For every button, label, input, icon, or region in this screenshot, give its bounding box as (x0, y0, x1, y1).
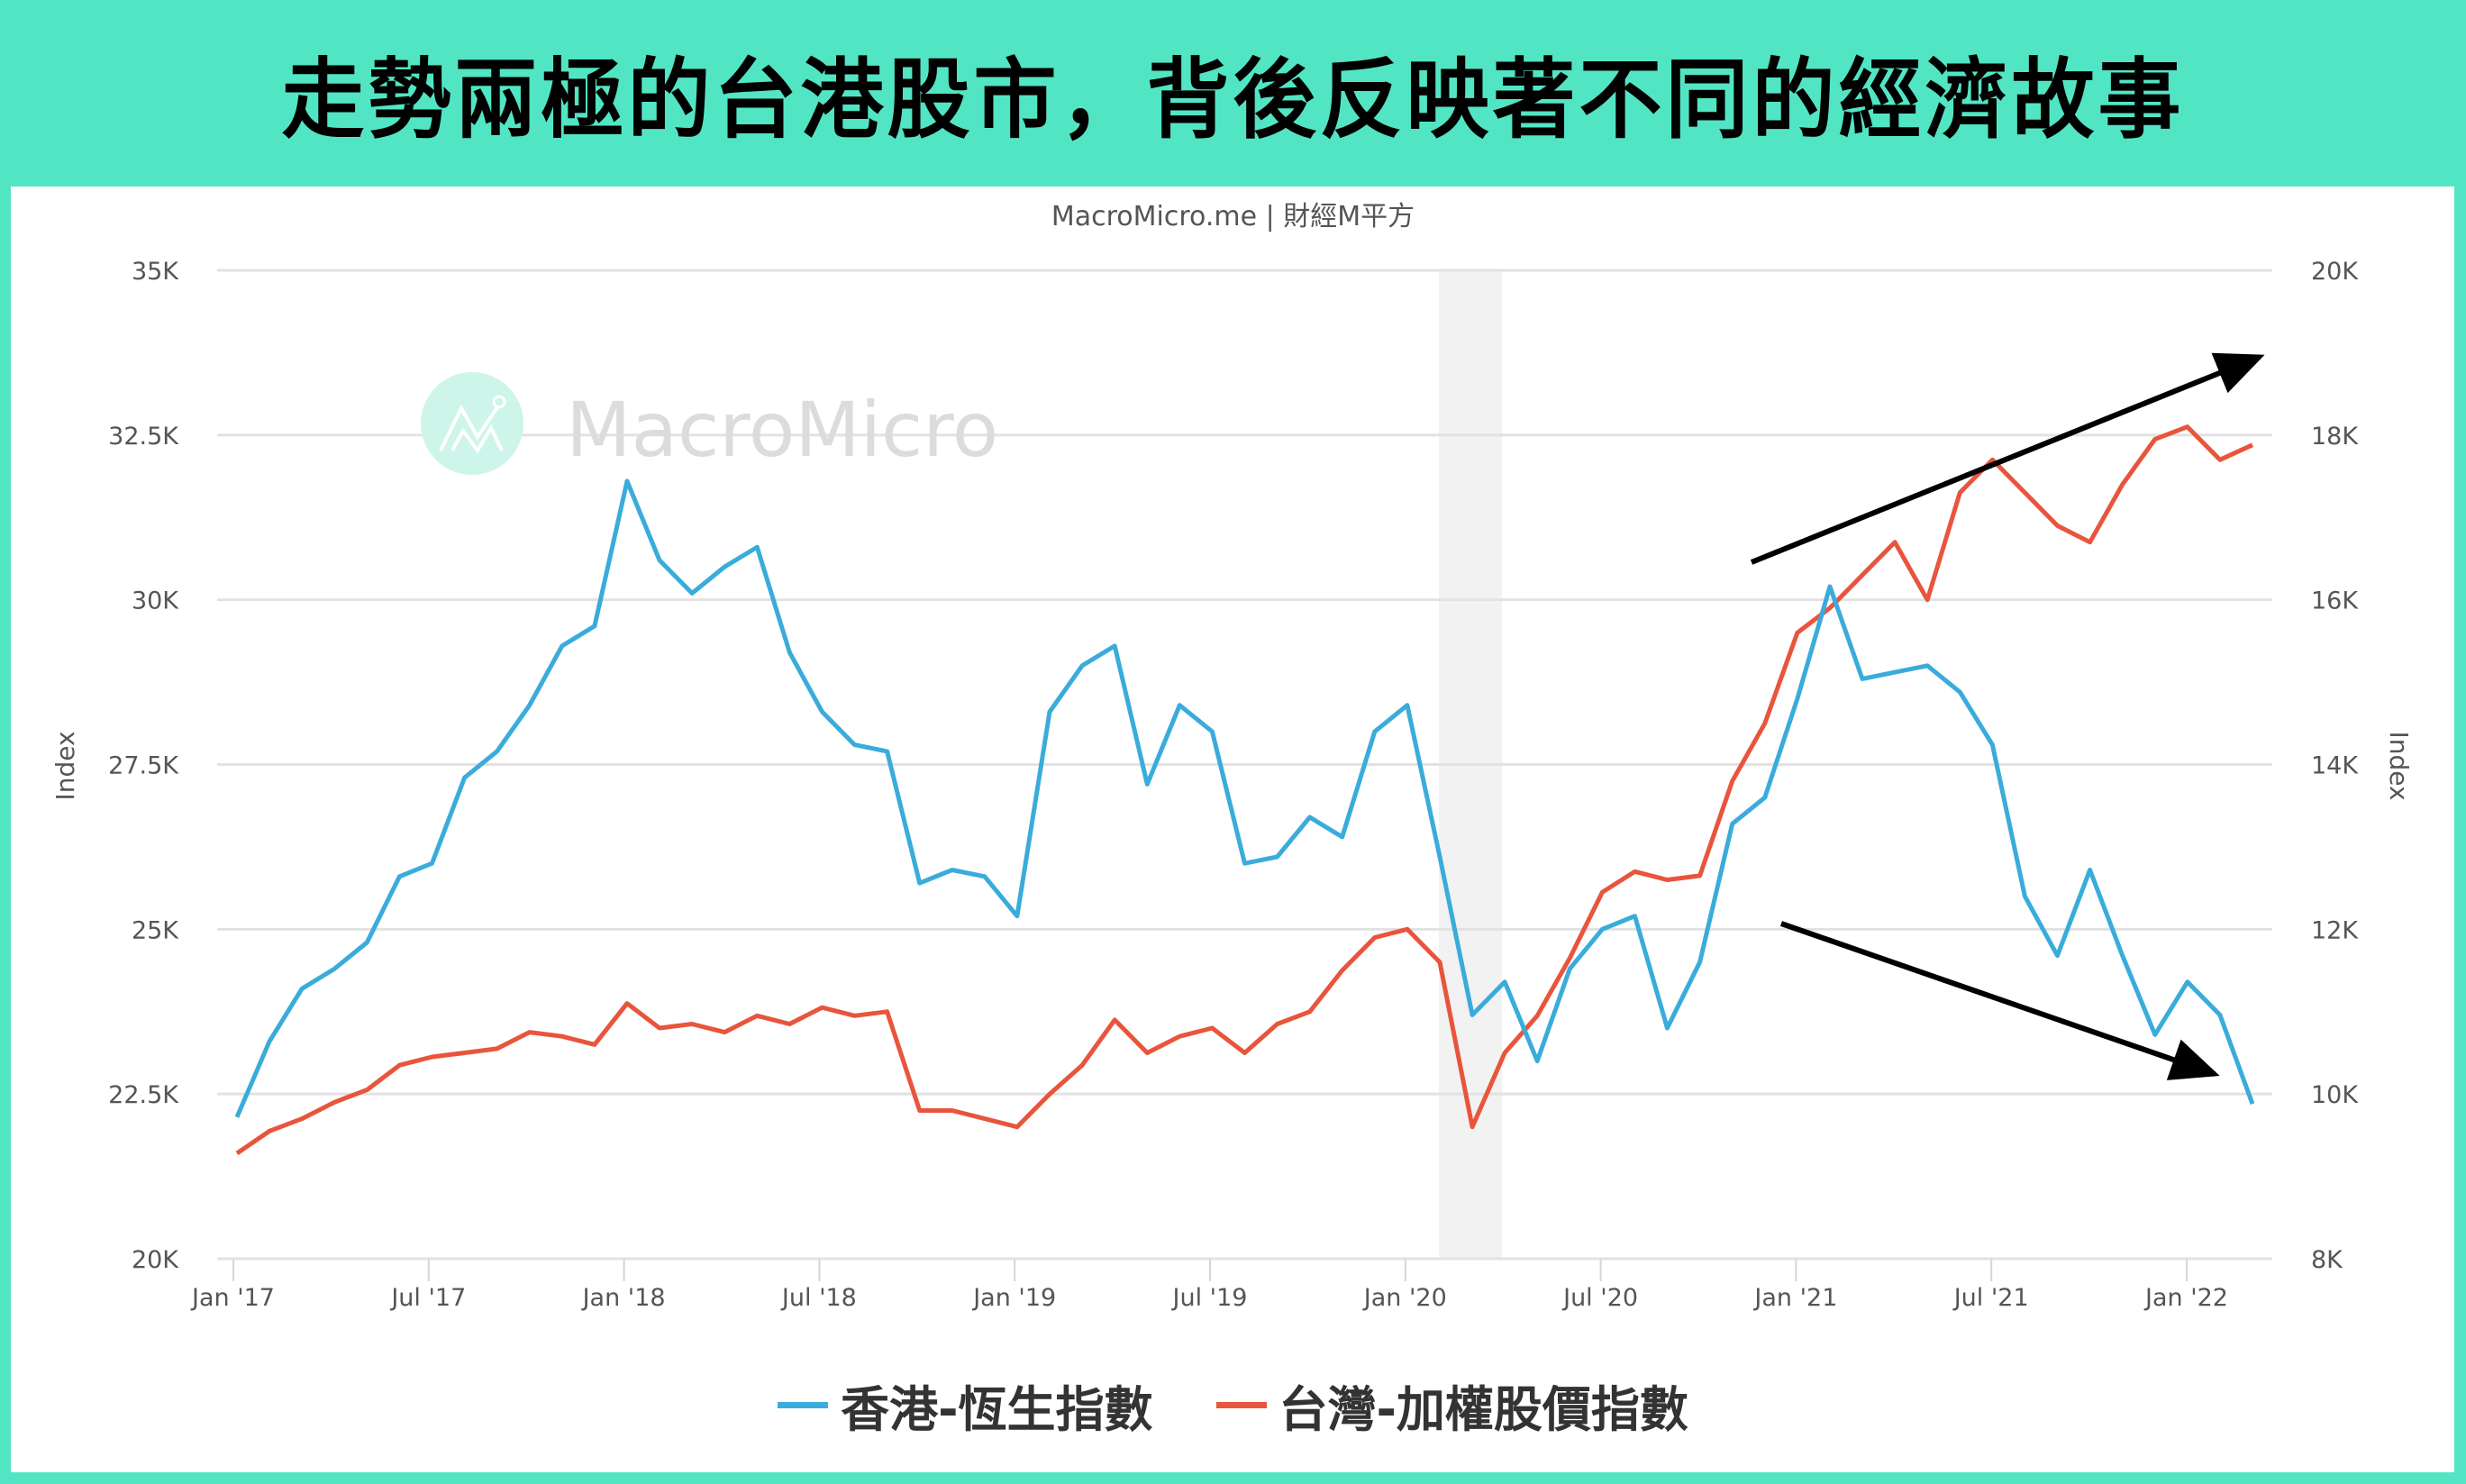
legend-label: 香港-恆生指數 (841, 1381, 1153, 1438)
svg-text:20K: 20K (132, 1246, 179, 1274)
svg-text:20K: 20K (2311, 258, 2359, 286)
svg-text:30K: 30K (132, 587, 179, 615)
y-axis-left-labels: 20K 22.5K 25K 27.5K 30K 32.5K 35K (108, 258, 179, 1274)
svg-text:22.5K: 22.5K (108, 1081, 179, 1109)
y-axis-right-labels: 8K 10K 12K 14K 16K 18K 20K (2311, 258, 2359, 1274)
svg-text:14K: 14K (2311, 752, 2359, 780)
y-axis-left-title: Index (50, 731, 80, 800)
macromicro-logo-icon (421, 372, 523, 475)
legend-item-taiwan[interactable]: 台灣-加權股價指數 (1215, 1370, 1688, 1441)
svg-text:Jan '18: Jan '18 (581, 1284, 666, 1312)
svg-text:27.5K: 27.5K (108, 752, 179, 780)
svg-text:Jul '21: Jul '21 (1952, 1284, 2029, 1312)
x-axis-ticks (232, 1259, 2188, 1281)
svg-text:16K: 16K (2311, 587, 2359, 615)
watermark: MacroMicro (421, 372, 998, 475)
header-banner: 走勢兩極的台港股市，背後反映著不同的經濟故事 (0, 0, 2466, 185)
uptrend-arrow-icon (1750, 352, 2265, 565)
svg-text:Jan '20: Jan '20 (1362, 1284, 1447, 1312)
gridlines (217, 269, 2272, 1261)
page-title: 走勢兩極的台港股市，背後反映著不同的經濟故事 (281, 49, 2185, 151)
series-line-hong-kong-hang-seng (234, 478, 2255, 1118)
svg-text:8K: 8K (2311, 1246, 2343, 1274)
svg-text:25K: 25K (132, 916, 179, 944)
y-axis-right-title: Index (2384, 731, 2414, 800)
watermark-text: MacroMicro (566, 386, 998, 474)
svg-text:12K: 12K (2311, 916, 2359, 944)
svg-text:Jan '21: Jan '21 (1752, 1284, 1837, 1312)
svg-text:Jul '17: Jul '17 (389, 1284, 466, 1312)
legend-label: 台灣-加權股價指數 (1278, 1381, 1688, 1438)
legend-item-hong-kong[interactable]: 香港-恆生指數 (778, 1370, 1153, 1441)
svg-text:35K: 35K (132, 258, 179, 286)
legend-swatch-blue (778, 1402, 829, 1408)
x-axis-labels: Jan '17 Jul '17 Jan '18 Jul '18 Jan '19 Jul '… (190, 1284, 2228, 1312)
svg-text:Jul '20: Jul '20 (1561, 1284, 1638, 1312)
series-line-taiwan-taiex (235, 424, 2254, 1156)
chart-credit: MacroMicro.me | 財經M平方 (1051, 201, 1415, 232)
svg-text:Jan '17: Jan '17 (190, 1284, 275, 1312)
svg-text:Jan '22: Jan '22 (2143, 1284, 2228, 1312)
legend-swatch-red (1215, 1402, 1267, 1408)
svg-text:Jan '19: Jan '19 (971, 1284, 1056, 1312)
chart-legend: 香港-恆生指數 台灣-加權股價指數 (0, 1370, 2466, 1441)
svg-text:32.5K: 32.5K (108, 423, 179, 451)
svg-text:Jul '19: Jul '19 (1171, 1284, 1248, 1312)
svg-text:Jul '18: Jul '18 (780, 1284, 857, 1312)
downtrend-arrow-icon (1780, 921, 2220, 1080)
svg-text:18K: 18K (2311, 423, 2359, 451)
svg-text:10K: 10K (2311, 1081, 2359, 1109)
